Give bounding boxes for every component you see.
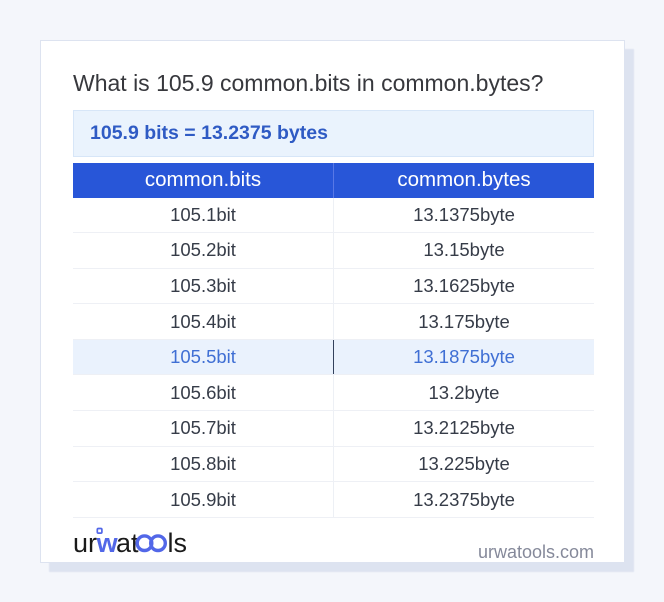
svg-text:ls: ls bbox=[168, 528, 188, 558]
svg-text:ur: ur bbox=[73, 528, 97, 558]
